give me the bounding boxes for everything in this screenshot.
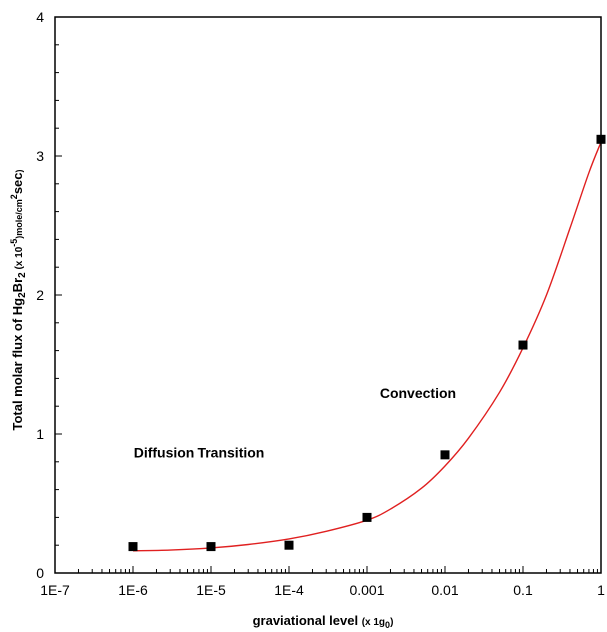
y-tick-label: 2 [36,287,44,303]
annotations-layer: Diffusion Transition Convection [134,385,456,461]
ticks-layer: 1E-7 1E-6 1E-5 1E-4 0.001 0.01 0.1 1 0 1 2 3 4 [36,9,605,598]
x-tick-label: 1E-5 [196,582,226,598]
data-point [128,542,138,552]
region-annotation: Convection [380,385,456,401]
plot-frame [54,16,602,574]
data-point [440,450,450,460]
x-tick-label: 1 [597,582,605,598]
fit-curve-layer [132,141,602,552]
data-point [518,340,528,350]
region-annotation: Diffusion [134,445,195,461]
y-tick-label: 0 [36,565,44,581]
data-points-layer [128,134,606,552]
x-tick-label: 0.1 [513,582,533,598]
x-axis-title: graviational level (x 1g0) [253,613,394,630]
y-tick-label: 3 [36,148,44,164]
data-point [206,542,216,552]
x-tick-label: 1E-4 [274,582,304,598]
x-tick-label: 1E-7 [40,582,70,598]
y-tick-label: 4 [36,9,44,25]
region-annotation: Transition [197,445,264,461]
y-tick-label: 1 [36,426,44,442]
y-axis-title: Total molar flux of Hg2Br2 (x 10-5)mole/… [9,169,28,430]
x-tick-label: 0.01 [431,582,458,598]
data-point [284,540,294,550]
x-tick-label: 1E-6 [118,582,148,598]
data-point [362,512,372,522]
x-tick-label: 0.001 [349,582,384,598]
fit-curve [132,141,602,552]
